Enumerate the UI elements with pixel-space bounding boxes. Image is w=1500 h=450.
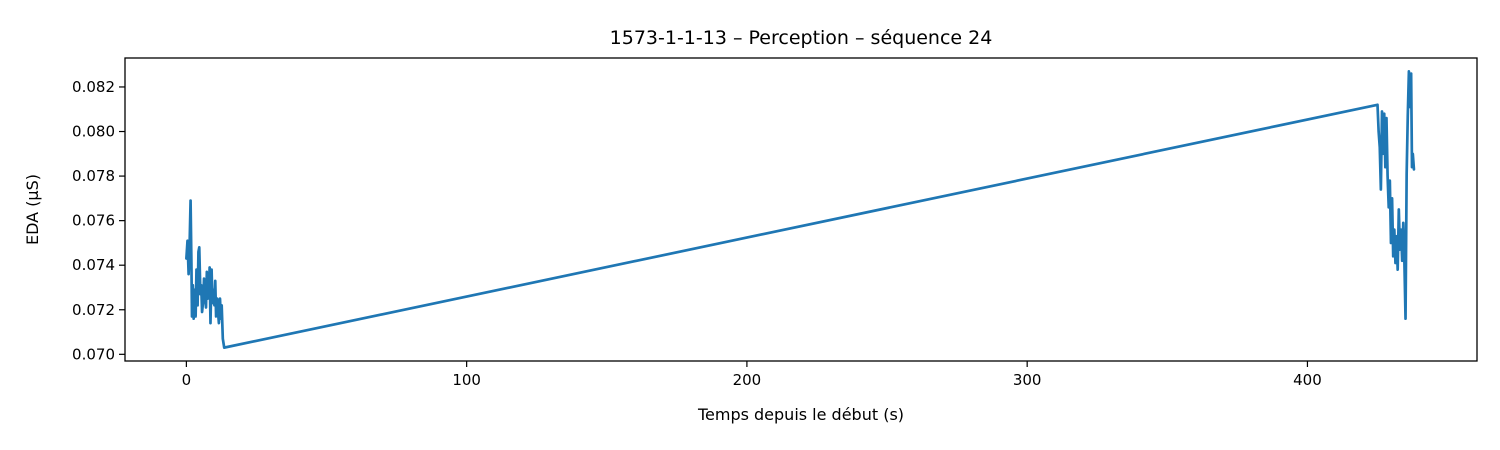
x-axis-label: Temps depuis le début (s)	[697, 405, 904, 424]
x-axis: 0 100 200 300 400	[182, 361, 1322, 389]
y-tick-label: 0.080	[72, 123, 115, 141]
y-tick-label: 0.070	[72, 345, 115, 363]
y-tick-label: 0.072	[72, 301, 115, 319]
series-line	[185, 70, 1416, 349]
x-tick-label: 300	[1013, 371, 1042, 389]
plot-frame	[124, 57, 1478, 362]
x-tick-label: 400	[1293, 371, 1322, 389]
y-tick-label: 0.078	[72, 167, 115, 185]
y-axis: 0.070 0.072 0.074 0.076 0.078 0.080 0.082	[72, 78, 125, 363]
x-tick-label: 0	[182, 371, 192, 389]
chart-title: 1573-1-1-13 – Perception – séquence 24	[610, 27, 993, 49]
x-tick-label: 200	[733, 371, 762, 389]
y-tick-label: 0.076	[72, 212, 115, 230]
y-tick-label: 0.074	[72, 256, 115, 274]
y-tick-label: 0.082	[72, 78, 115, 96]
x-tick-label: 100	[452, 371, 481, 389]
y-axis-label: EDA (µS)	[23, 174, 42, 245]
plot-area	[124, 57, 1478, 362]
